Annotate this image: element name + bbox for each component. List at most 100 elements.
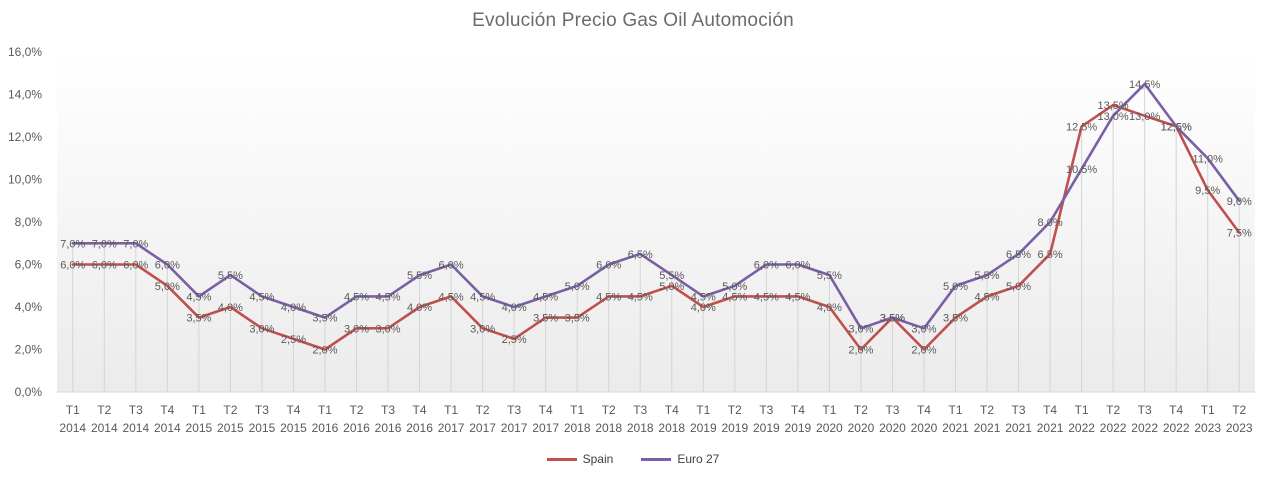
data-label-euro27: 8,0% [1038, 217, 1063, 229]
data-label-spain: 3,5% [533, 313, 558, 325]
data-label-euro27: 13,0% [1098, 111, 1129, 123]
data-label-spain: 6,0% [60, 260, 85, 272]
x-tick-year: 2023 [1226, 421, 1253, 435]
data-label-euro27: 4,0% [281, 302, 306, 314]
x-tick-quarter: T3 [255, 403, 269, 417]
x-tick-year: 2021 [1037, 421, 1064, 435]
data-label-spain: 3,5% [880, 313, 905, 325]
x-tick-year: 2019 [753, 421, 780, 435]
x-tick-year: 2014 [59, 421, 86, 435]
data-label-spain: 5,0% [659, 281, 684, 293]
data-label-spain: 4,5% [785, 291, 810, 303]
y-tick-label: 2,0% [15, 343, 43, 357]
x-tick-year: 2015 [217, 421, 244, 435]
data-label-euro27: 7,0% [123, 238, 148, 250]
x-tick-quarter: T4 [791, 403, 805, 417]
x-tick-quarter: T2 [728, 403, 742, 417]
data-label-spain: 3,5% [565, 313, 590, 325]
x-tick-year: 2017 [532, 421, 559, 435]
legend-item-euro27[interactable]: Euro 27 [641, 452, 719, 466]
x-tick-quarter: T3 [381, 403, 395, 417]
data-label-spain: 2,0% [848, 345, 873, 357]
data-label-euro27: 3,5% [312, 313, 337, 325]
x-tick-year: 2020 [879, 421, 906, 435]
x-tick-year: 2016 [406, 421, 433, 435]
x-tick-year: 2018 [595, 421, 622, 435]
data-label-euro27: 3,5% [880, 313, 905, 325]
x-tick-year: 2020 [848, 421, 875, 435]
data-label-spain: 6,0% [123, 260, 148, 272]
data-label-euro27: 4,5% [375, 291, 400, 303]
chart-title: Evolución Precio Gas Oil Automoción [472, 10, 794, 31]
legend-item-spain[interactable]: Spain [546, 452, 613, 466]
x-tick-quarter: T4 [1043, 403, 1057, 417]
legend-swatch-spain [546, 457, 577, 461]
series-line-spain[interactable] [71, 103, 1241, 351]
data-label-spain: 4,0% [691, 302, 716, 314]
data-label-euro27: 11,0% [1193, 153, 1224, 165]
data-label-spain: 13,5% [1098, 100, 1129, 112]
x-tick-year: 2016 [375, 421, 402, 435]
data-label-euro27: 6,0% [155, 260, 180, 272]
data-label-spain: 7,5% [1227, 228, 1252, 240]
data-label-euro27: 5,0% [565, 281, 590, 293]
x-tick-quarter: T1 [696, 403, 710, 417]
x-tick-year: 2015 [280, 421, 307, 435]
x-tick-quarter: T2 [1106, 403, 1120, 417]
data-label-euro27: 4,5% [691, 291, 716, 303]
x-tick-quarter: T4 [665, 403, 679, 417]
data-label-euro27: 6,5% [1006, 249, 1031, 261]
y-tick-label: 10,0% [8, 173, 42, 187]
x-tick-quarter: T1 [1201, 403, 1215, 417]
y-tick-label: 16,0% [8, 45, 42, 59]
x-tick-year: 2014 [122, 421, 149, 435]
x-tick-quarter: T1 [318, 403, 332, 417]
x-tick-year: 2014 [91, 421, 118, 435]
x-tick-quarter: T2 [854, 403, 868, 417]
x-tick-quarter: T3 [1138, 403, 1152, 417]
x-tick-year: 2015 [249, 421, 276, 435]
x-tick-quarter: T4 [286, 403, 300, 417]
x-tick-year: 2018 [658, 421, 685, 435]
data-label-euro27: 4,5% [249, 291, 274, 303]
data-label-euro27: 5,5% [218, 270, 243, 282]
x-tick-quarter: T3 [633, 403, 647, 417]
data-label-spain: 4,5% [754, 291, 779, 303]
x-tick-year: 2022 [1163, 421, 1190, 435]
x-tick-year: 2020 [816, 421, 843, 435]
data-label-spain: 2,0% [312, 345, 337, 357]
data-label-spain: 5,0% [1006, 281, 1031, 293]
series-line-euro27[interactable] [71, 82, 1241, 330]
y-tick-label: 4,0% [15, 300, 43, 314]
x-tick-year: 2021 [1005, 421, 1032, 435]
x-tick-quarter: T4 [160, 403, 174, 417]
data-label-euro27: 14,5% [1129, 79, 1160, 91]
x-tick-year: 2022 [1068, 421, 1095, 435]
x-tick-quarter: T3 [507, 403, 521, 417]
x-tick-quarter: T1 [822, 403, 836, 417]
x-tick-year: 2014 [154, 421, 181, 435]
data-label-euro27: 5,5% [407, 270, 432, 282]
y-tick-label: 0,0% [15, 385, 43, 399]
x-tick-quarter: T1 [948, 403, 962, 417]
x-tick-year: 2016 [312, 421, 339, 435]
legend: Spain Euro 27 [0, 452, 1266, 466]
data-label-spain: 4,0% [218, 302, 243, 314]
x-tick-year: 2017 [501, 421, 528, 435]
data-label-euro27: 9,0% [1227, 196, 1252, 208]
data-label-spain: 4,5% [974, 291, 999, 303]
data-label-spain: 6,0% [92, 260, 117, 272]
x-tick-quarter: T1 [570, 403, 584, 417]
x-tick-quarter: T3 [885, 403, 899, 417]
data-label-spain: 4,5% [596, 291, 621, 303]
x-tick-quarter: T1 [444, 403, 458, 417]
data-label-spain: 4,5% [439, 291, 464, 303]
x-tick-year: 2020 [911, 421, 938, 435]
data-label-euro27: 10,5% [1066, 164, 1097, 176]
x-tick-quarter: T2 [1232, 403, 1246, 417]
data-label-spain: 3,0% [344, 323, 369, 335]
data-label-spain: 3,0% [375, 323, 400, 335]
data-label-euro27: 6,0% [596, 260, 621, 272]
data-label-euro27: 6,5% [628, 249, 653, 261]
data-label-euro27: 5,5% [974, 270, 999, 282]
